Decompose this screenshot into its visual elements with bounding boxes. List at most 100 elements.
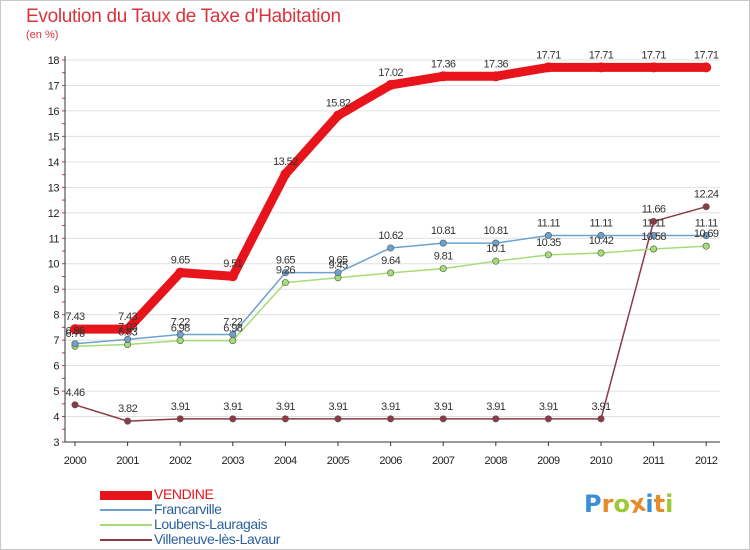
y-tick-label: 8 <box>53 310 59 322</box>
x-tick-label: 2007 <box>432 455 455 467</box>
data-point <box>122 324 133 335</box>
data-label: 17.36 <box>431 58 456 70</box>
y-tick-label: 16 <box>48 106 60 118</box>
legend-swatch <box>100 509 152 511</box>
data-label: 9.26 <box>276 265 295 277</box>
data-point <box>334 415 342 423</box>
data-point <box>702 242 710 250</box>
y-tick-label: 12 <box>48 208 60 220</box>
data-point <box>439 239 447 247</box>
x-tick-label: 2000 <box>64 455 87 467</box>
legend-label: Francarville <box>154 501 222 517</box>
y-tick-label: 5 <box>53 386 59 398</box>
data-point <box>333 110 343 121</box>
data-point <box>492 239 500 247</box>
x-tick-label: 2010 <box>590 455 613 467</box>
data-point <box>71 401 79 409</box>
data-point <box>650 217 658 225</box>
data-point <box>124 335 132 343</box>
data-label: 10.62 <box>378 230 403 242</box>
y-tick-label: 6 <box>53 361 59 373</box>
series-line-vendine <box>70 62 711 334</box>
data-label: 11.11 <box>537 217 560 229</box>
data-label: 9.64 <box>381 255 400 267</box>
data-label: 9.51 <box>223 258 242 270</box>
data-point <box>438 71 449 82</box>
data-point <box>596 62 606 73</box>
legend-label: Loubens-Lauragais <box>154 516 268 532</box>
logo-letter: t <box>653 490 666 518</box>
data-label: 9.65 <box>171 255 190 267</box>
data-label: 17.71 <box>536 49 561 61</box>
data-label: 10.58 <box>641 231 666 243</box>
data-point <box>597 415 605 423</box>
data-label: 3.91 <box>328 401 347 413</box>
data-label: 10.42 <box>589 235 614 247</box>
data-label: 13.52 <box>273 156 298 168</box>
data-point <box>281 415 289 423</box>
data-point <box>490 71 501 82</box>
data-label: 10.81 <box>431 225 456 237</box>
data-label: 10.81 <box>484 225 509 237</box>
data-label: 9.45 <box>328 260 347 272</box>
data-label: 4.46 <box>65 387 84 399</box>
data-point <box>439 265 447 273</box>
y-tick-label: 17 <box>48 80 60 92</box>
data-label: 17.02 <box>378 67 403 79</box>
data-point <box>701 62 712 73</box>
data-label: 11.11 <box>590 217 613 229</box>
data-label: 6.98 <box>171 323 190 335</box>
data-point <box>597 249 605 257</box>
x-tick-label: 2012 <box>695 455 718 467</box>
data-point <box>597 231 605 239</box>
data-label: 6.98 <box>223 323 242 335</box>
logo-letter: i <box>665 490 674 518</box>
y-tick-label: 18 <box>48 55 60 67</box>
data-label: 7.22 <box>171 317 190 329</box>
legend-label: Villeneuve-lès-Lavaur <box>154 531 280 547</box>
data-label: 6.76 <box>65 328 84 340</box>
x-tick-label: 2006 <box>379 455 402 467</box>
data-label: 12.24 <box>694 189 719 201</box>
data-label: 10.69 <box>694 228 719 240</box>
x-tick-label: 2008 <box>485 455 508 467</box>
data-point <box>650 245 658 253</box>
data-label: 9.65 <box>276 255 295 267</box>
data-label: 15.82 <box>326 98 351 110</box>
data-label: 7.43 <box>65 311 84 323</box>
x-tick-label: 2002 <box>169 455 192 467</box>
data-label: 3.91 <box>591 401 610 413</box>
y-tick-label: 9 <box>53 284 59 296</box>
data-label: 10.35 <box>536 237 561 249</box>
data-point <box>280 169 291 180</box>
data-point <box>650 231 658 239</box>
data-label: 10.1 <box>486 243 505 255</box>
data-label: 9.65 <box>328 255 347 267</box>
x-tick-label: 2001 <box>116 455 139 467</box>
data-point <box>71 340 79 348</box>
y-tick-label: 13 <box>48 182 60 194</box>
data-label: 17.71 <box>694 49 719 61</box>
data-point <box>229 337 237 345</box>
data-label: 6.86 <box>65 326 84 338</box>
logo-letter: o <box>613 490 630 518</box>
x-tick-label: 2011 <box>643 455 665 467</box>
data-point <box>334 269 342 277</box>
data-label: 17.71 <box>641 49 666 61</box>
data-point <box>176 415 184 423</box>
data-label: 17.36 <box>484 58 509 70</box>
y-tick-label: 11 <box>49 233 60 245</box>
x-tick-label: 2005 <box>327 455 350 467</box>
data-point <box>648 62 659 73</box>
data-label: 3.91 <box>539 401 558 413</box>
logo-letter: P <box>584 490 602 518</box>
data-point <box>702 231 710 239</box>
data-point <box>385 79 396 90</box>
data-point <box>492 415 500 423</box>
data-point <box>229 331 237 339</box>
data-point <box>439 415 447 423</box>
x-tick-label: 2003 <box>222 455 245 467</box>
legend-label: VENDINE <box>154 486 214 502</box>
data-label: 7.43 <box>118 311 137 323</box>
